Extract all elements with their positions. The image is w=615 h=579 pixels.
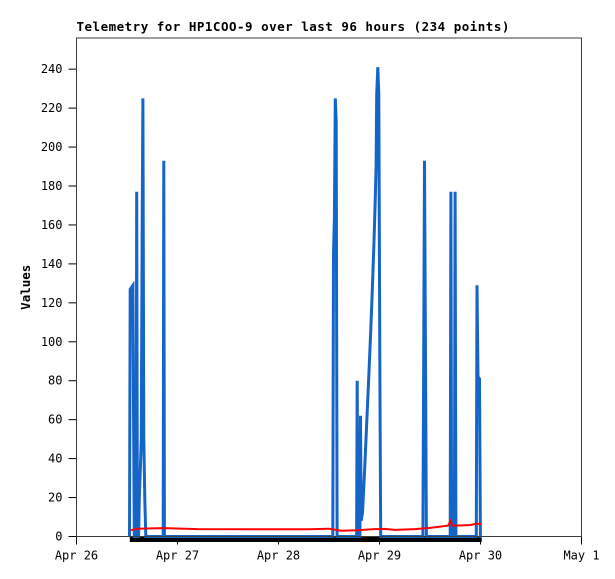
plot-frame — [76, 37, 582, 537]
y-tick-label: 180 — [41, 179, 63, 193]
x-tick-label: Apr 30 — [459, 549, 502, 563]
y-tick-label: 0 — [55, 530, 62, 544]
x-tick-label: Apr 27 — [156, 549, 199, 563]
y-axis-label: Values — [18, 265, 33, 310]
data-series — [128, 67, 482, 542]
raw-values-series-line — [128, 67, 482, 538]
y-tick-label: 200 — [41, 140, 63, 154]
average-series-line — [130, 518, 482, 532]
y-tick-label: 60 — [48, 413, 62, 427]
y-tick-label: 160 — [41, 218, 63, 232]
axis-ticks: 0 20 40 60 80 100 120 140 160 180 200 220 240 Apr 26 A… — [41, 62, 600, 562]
y-tick-label: 240 — [41, 62, 63, 76]
x-tick-label: Apr 28 — [257, 549, 300, 563]
y-tick-label: 120 — [41, 296, 63, 310]
y-tick-label: 40 — [48, 452, 62, 466]
x-tick-label: May 1 — [563, 549, 599, 563]
y-tick-label: 20 — [48, 491, 62, 505]
y-tick-label: 140 — [41, 257, 63, 271]
y-tick-label: 220 — [41, 101, 63, 115]
x-tick-label: Apr 26 — [55, 549, 98, 563]
y-tick-label: 80 — [48, 374, 62, 388]
x-tick-label: Apr 29 — [358, 549, 401, 563]
chart-title: Telemetry for HP1COO-9 over last 96 hour… — [77, 19, 510, 34]
y-tick-label: 100 — [41, 335, 63, 349]
